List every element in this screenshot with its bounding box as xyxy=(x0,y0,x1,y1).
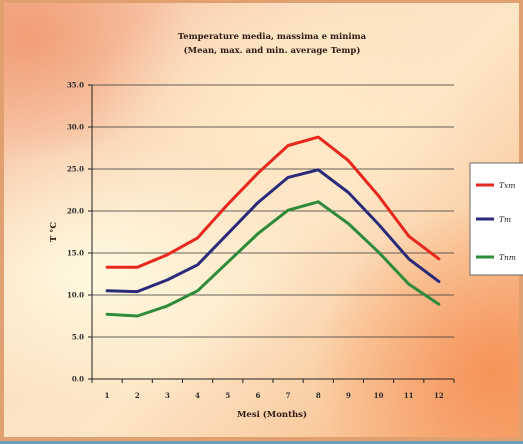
x-tick-label: 3 xyxy=(165,391,170,400)
x-axis-label: Mesi (Months) xyxy=(237,409,307,420)
y-tick-label: 20.0 xyxy=(67,207,84,216)
y-tick-label: 35.0 xyxy=(67,81,84,90)
series-lines xyxy=(105,135,441,318)
chart-title: Temperature media, massima e minima xyxy=(178,32,367,42)
series-line-tnm xyxy=(105,200,441,318)
legend-label-txm: Txm xyxy=(499,181,515,190)
x-tick-label: 11 xyxy=(404,391,414,400)
y-tick-label: 10.0 xyxy=(67,291,84,300)
x-tick-label: 12 xyxy=(434,391,444,400)
chart-subtitle: (Mean, max. and min. average Temp) xyxy=(184,45,361,56)
x-tick-label: 10 xyxy=(374,391,384,400)
x-tick-label: 5 xyxy=(225,391,230,400)
x-tick-label: 4 xyxy=(195,391,200,400)
line-chart: Temperature media, massima e minima (Mea… xyxy=(49,32,523,420)
legend: Txm Tm Tnm xyxy=(469,162,523,276)
y-tick-label: 5.0 xyxy=(72,333,84,342)
x-tick-label: 7 xyxy=(286,391,291,400)
legend-label-tm: Tm xyxy=(499,215,511,224)
x-tick-label: 6 xyxy=(255,391,260,400)
y-tick-label: 15.0 xyxy=(67,249,84,258)
x-tick-label: 9 xyxy=(346,391,351,400)
y-tick-label: 30.0 xyxy=(67,123,84,132)
x-tick-label: 1 xyxy=(105,391,110,400)
x-tick-labels: 1 2 3 4 5 6 7 8 9 10 11 12 xyxy=(91,379,455,400)
grid-lines xyxy=(88,84,454,380)
y-tick-labels: 0.0 5.0 10.0 15.0 20.0 25.0 30.0 35.0 xyxy=(67,81,84,384)
y-tick-label: 0.0 xyxy=(72,375,84,384)
y-axis-label: T °C xyxy=(49,222,59,243)
x-tick-label: 2 xyxy=(135,391,140,400)
y-tick-label: 25.0 xyxy=(67,165,84,174)
x-tick-label: 8 xyxy=(316,391,321,400)
legend-label-tnm: Tnm xyxy=(499,253,516,262)
series-line-txm xyxy=(105,135,441,269)
series-line-tm xyxy=(105,168,441,294)
